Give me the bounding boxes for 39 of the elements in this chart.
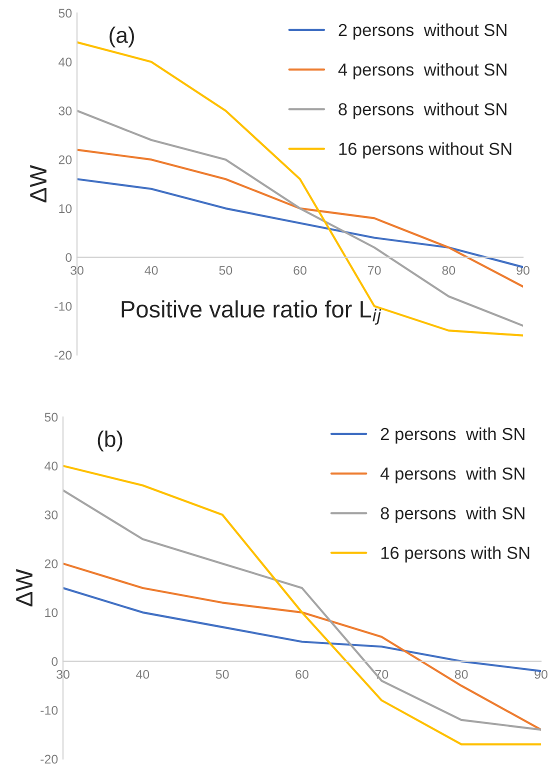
x-tick-label: 40 [136,670,150,679]
y-tick-label: 30 [44,510,58,520]
y-tick-label: 0 [52,657,58,666]
x-axis-title: Positive value ratio for L$_{ij}$ [122,300,382,325]
x-tick-label: 30 [70,266,84,275]
x-tick-label: 50 [216,670,229,679]
y-tick-label: -10 [54,302,72,311]
y-tick-label: 20 [58,155,72,164]
y-tick-label: 0 [66,253,72,262]
y-tick-label: -20 [40,754,58,764]
y-tick-label: 20 [44,559,58,568]
y-tick-label: 40 [44,462,58,471]
y-tick-label: 40 [58,58,72,67]
legend-label: 16 persons without SN [339,142,512,158]
y-tick-label: -10 [40,706,58,715]
legend-label: 8 persons without SN [338,102,506,119]
y-tick-label: 50 [58,8,72,18]
x-tick-label: 50 [219,266,232,275]
y-tick-label: -20 [54,350,72,360]
annotation: (a) [110,26,134,48]
x-tick-label: 40 [144,266,158,275]
x-tick-label: 60 [294,266,306,275]
legend-label: 4 persons without SN [338,63,506,80]
x-tick-label: 80 [442,266,456,275]
x-tick-label: 70 [368,266,381,275]
y-axis-title: ΔW [16,569,32,606]
x-tick-label: 80 [454,670,468,679]
annotation: (b) [98,430,122,452]
y-axis-title: ΔW [30,165,46,202]
y-tick-label: 50 [44,412,58,422]
x-tick-label: 60 [296,670,308,679]
legend-label: 16 persons with SN [381,546,530,562]
legend-label: 4 persons with SN [380,467,524,484]
legend-label: 8 persons with SN [380,506,524,523]
legend-label: 2 persons with SN [380,427,524,444]
y-tick-label: 30 [58,106,72,116]
y-tick-label: 10 [59,204,72,214]
y-tick-label: 10 [45,608,58,618]
legend-label: 2 persons without SN [338,23,506,40]
